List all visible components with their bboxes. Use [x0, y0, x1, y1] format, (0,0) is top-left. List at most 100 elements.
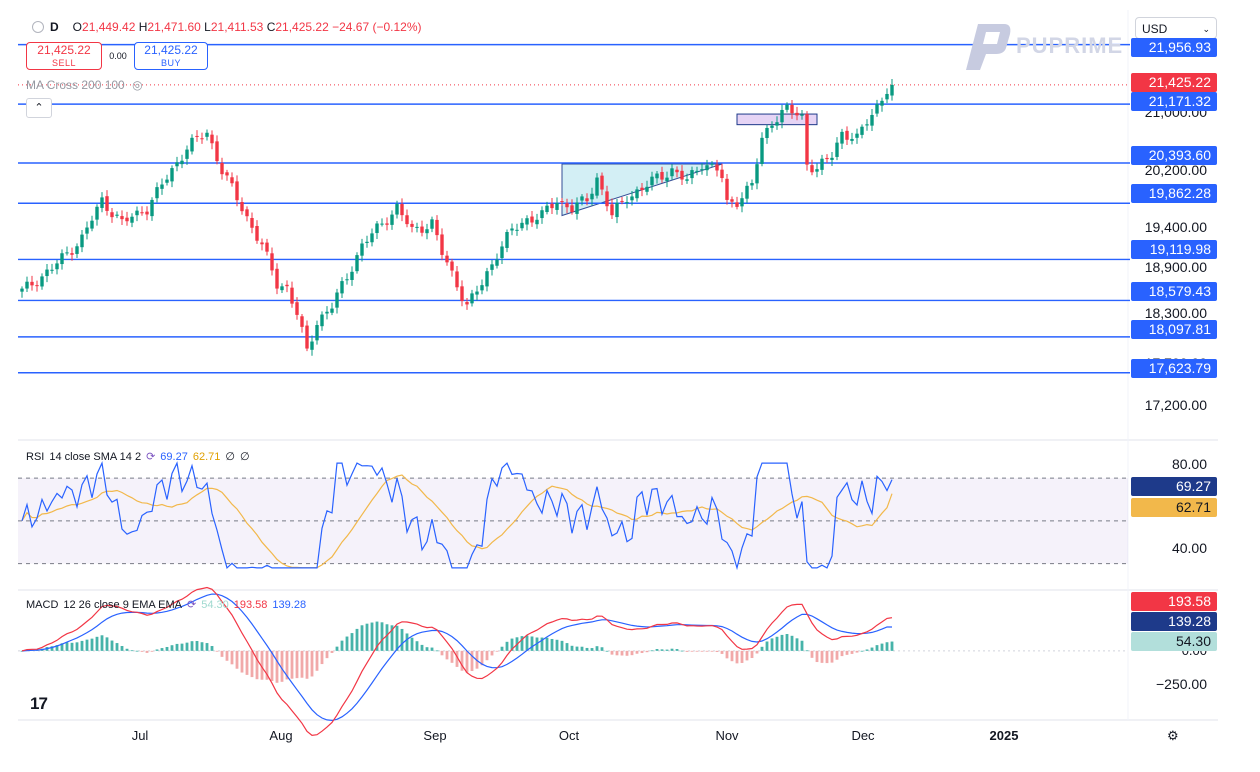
candle-body [705, 165, 709, 171]
candle-body [290, 287, 294, 304]
open-value: 21,449.42 [82, 20, 136, 34]
candle-body [400, 204, 404, 216]
x-tick-jul: Jul [131, 728, 149, 743]
macd-histogram-bar [445, 650, 449, 660]
macd-params: 12 26 close 9 EMA EMA [63, 598, 183, 611]
macd-histogram-bar [740, 650, 744, 663]
macd-histogram-bar [660, 649, 664, 651]
x-tick-sep: Sep [423, 728, 447, 743]
macd-histogram-bar [465, 650, 469, 673]
macd-histogram-bar [110, 640, 114, 651]
ohlc-header: D O21,449.42 H21,471.60 L21,411.53 C21,4… [32, 20, 422, 34]
price-tick: 18,300.00 [1144, 305, 1207, 321]
candle-body [450, 261, 454, 271]
candle-body [260, 242, 264, 245]
macd-histogram-bar [715, 650, 719, 653]
sell-button[interactable]: 21,425.22 SELL [26, 42, 102, 70]
currency-value: USD [1142, 22, 1168, 36]
candle-body [550, 203, 554, 209]
high-value: 21,471.60 [147, 20, 201, 34]
eye-hidden-icon[interactable]: ◎ [132, 78, 143, 92]
candle-body [20, 288, 24, 292]
macd-histogram-bar [450, 650, 454, 663]
currency-select[interactable]: USD ⌄ [1135, 17, 1217, 39]
buy-label: BUY [160, 58, 181, 68]
candle-body [560, 201, 564, 203]
candle-body [40, 276, 44, 287]
macd-histogram-bar [375, 621, 379, 651]
chevron-up-icon: ⌃ [34, 102, 44, 114]
candle-body [715, 164, 719, 171]
macd-histogram-bar [750, 650, 754, 659]
candle-body [375, 223, 379, 234]
collapse-legend-button[interactable]: ⌃ [26, 98, 52, 118]
candle-body [365, 241, 369, 243]
macd-histogram-bar [735, 650, 739, 664]
macd-histogram-bar [730, 650, 734, 662]
level-tag: 21,956.93 [1131, 38, 1217, 57]
macd-histogram-bar [300, 650, 304, 678]
rsi-legend[interactable]: RSI 14 close SMA 14 2 ⟳ 69.27 62.71 ∅ ∅ [26, 450, 250, 464]
macd-histogram-bar [405, 633, 409, 651]
candle-body [465, 302, 469, 305]
candle-body [345, 279, 349, 281]
refresh-icon[interactable]: ⟳ [187, 599, 197, 611]
ma-cross-legend[interactable]: MA Cross 200 100 ◎ [26, 78, 143, 92]
buy-button[interactable]: 21,425.22 BUY [134, 42, 208, 70]
ma-cross-label: MA Cross 200 100 [26, 78, 125, 92]
macd-line-tag: 193.58 [1131, 592, 1217, 611]
refresh-icon[interactable]: ⟳ [146, 451, 156, 463]
candle-body [275, 268, 279, 289]
candle-body [80, 234, 84, 248]
candle-body [470, 293, 474, 304]
tradingview-logo-icon[interactable]: 17 [30, 694, 48, 713]
macd-histogram-bar [635, 650, 639, 654]
candle-body [485, 271, 489, 287]
candle-body [200, 138, 204, 140]
x-tick-nov: Nov [715, 728, 739, 743]
candle-body [555, 202, 559, 210]
macd-histogram-bar [360, 625, 364, 651]
macd-histogram-bar [595, 646, 599, 651]
macd-histogram-bar [230, 650, 234, 665]
macd-histogram-bar [325, 650, 329, 659]
macd-histogram-bar [700, 650, 704, 652]
macd-line-value: 193.58 [233, 598, 268, 611]
macd-histogram-bar [685, 650, 689, 652]
candle-body [845, 130, 849, 140]
candle-body [730, 199, 734, 202]
timeframe-label[interactable]: D [50, 20, 59, 34]
candle-body [475, 291, 479, 295]
candle-body [505, 232, 509, 248]
candle-body [170, 168, 174, 182]
macd-histogram-bar [585, 647, 589, 651]
macd-histogram-bar [320, 650, 324, 665]
macd-histogram-bar [380, 622, 384, 651]
candle-body [95, 206, 99, 220]
candle-body [25, 281, 29, 289]
macd-histogram-bar [835, 650, 839, 660]
x-tick-oct: Oct [558, 728, 580, 743]
rsi-params: 14 close SMA 14 2 [49, 450, 142, 463]
macd-histogram-bar [390, 625, 394, 651]
candle-body [65, 252, 69, 254]
macd-histogram-bar [310, 650, 314, 677]
candle-body [335, 292, 339, 308]
macd-histogram-bar [550, 638, 554, 651]
candle-body [500, 246, 504, 259]
settings-icon[interactable]: ⚙ [1167, 728, 1179, 743]
macd-histogram-bar [200, 642, 204, 651]
candle-body [315, 325, 319, 341]
candle-body [60, 253, 64, 265]
macd-histogram-bar [610, 650, 614, 655]
candle-body [760, 137, 764, 164]
price-tick: 18,900.00 [1144, 259, 1207, 275]
level-tag: 18,579.43 [1131, 282, 1217, 301]
macd-histogram-bar [880, 643, 884, 651]
macd-histogram-bar [80, 640, 84, 651]
macd-histogram-bar [665, 649, 669, 651]
candle-body [680, 170, 684, 180]
macd-legend[interactable]: MACD 12 26 close 9 EMA EMA ⟳ 54.30 193.5… [26, 598, 306, 612]
candle-body [385, 223, 389, 225]
